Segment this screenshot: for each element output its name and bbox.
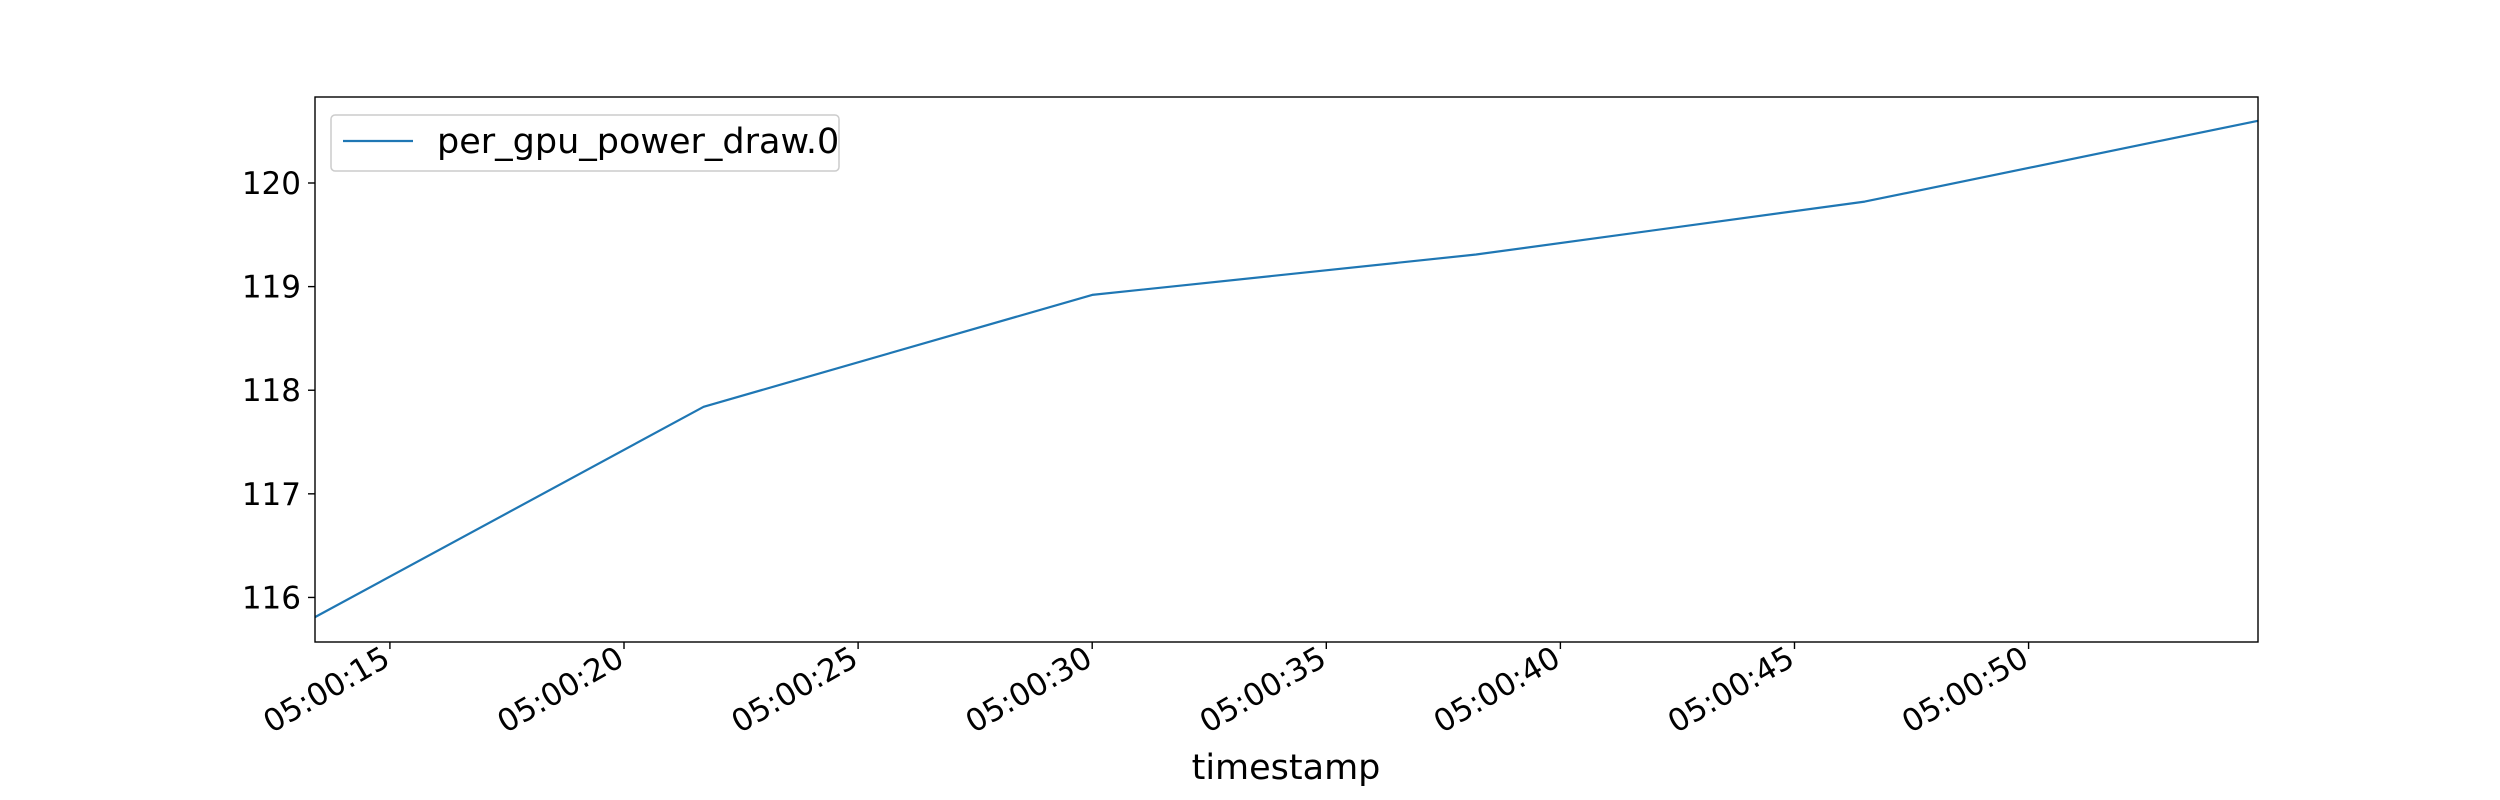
y-tick-label-2: 118 — [242, 373, 301, 409]
x-tick-label-6: 05:00:45 — [1662, 640, 1801, 741]
x-axis-title: timestamp — [1192, 748, 1381, 788]
legend-label: per_gpu_power_draw.0 — [437, 122, 839, 162]
x-tick-label-0: 05:00:15 — [257, 640, 396, 741]
y-tick-label-3: 119 — [242, 270, 301, 306]
y-tick-label-4: 120 — [242, 166, 301, 202]
x-tick-label-5: 05:00:40 — [1428, 640, 1567, 741]
y-tick-label-0: 116 — [242, 580, 301, 616]
x-tick-label-4: 05:00:35 — [1194, 640, 1333, 741]
plot-frame — [314, 96, 2259, 643]
plot-area — [315, 97, 2258, 642]
plot-background — [315, 97, 2258, 642]
x-tick-label-2: 05:00:25 — [726, 640, 865, 741]
x-tick-label-7: 05:00:50 — [1896, 640, 2035, 741]
y-tick-label-1: 117 — [242, 477, 301, 513]
x-tick-label-3: 05:00:30 — [960, 640, 1099, 741]
legend: per_gpu_power_draw.0 — [330, 114, 840, 172]
series-line-0 — [314, 119, 2259, 619]
legend-box — [330, 114, 840, 172]
series-layer — [314, 119, 2259, 619]
x-tick-label-1: 05:00:20 — [491, 640, 630, 741]
